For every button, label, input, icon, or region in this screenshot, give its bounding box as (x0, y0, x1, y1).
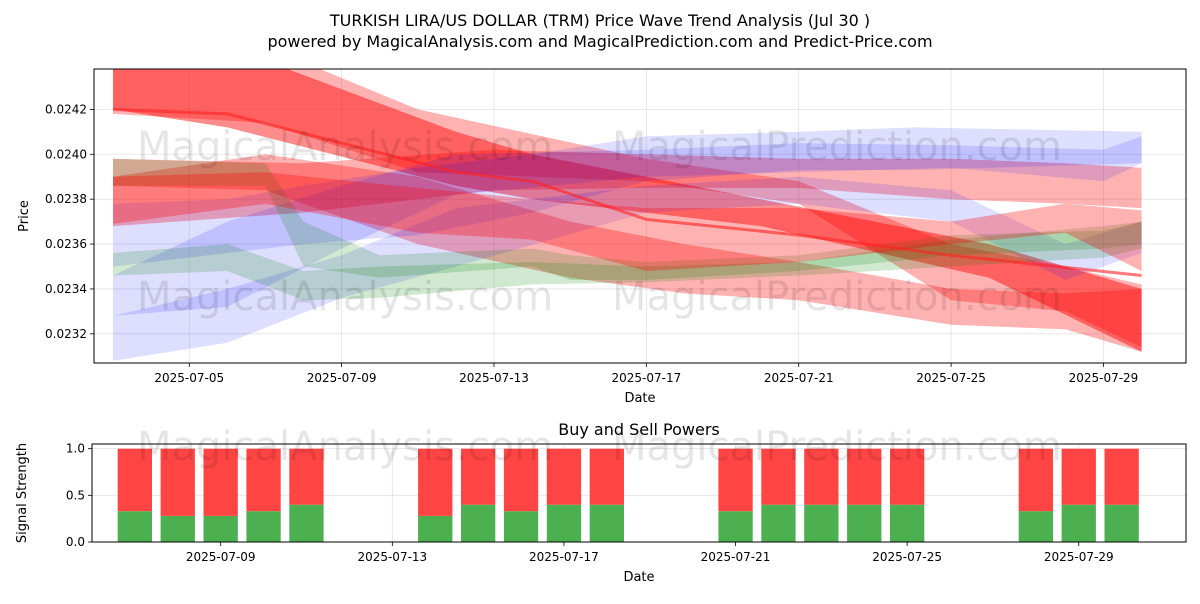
price-x-tick-label: 2025-07-29 (1069, 371, 1139, 385)
sell-bar (461, 448, 496, 505)
sell-bar (761, 448, 796, 505)
price-plot-area (112, 69, 1142, 361)
price-grid (94, 69, 1186, 363)
signal-plot-area (117, 448, 1139, 542)
chart-title: TURKISH LIRA/US DOLLAR (TRM) Price Wave … (329, 11, 870, 30)
sell-bar (890, 448, 925, 505)
watermark-text: MagicalAnalysis.com (137, 424, 553, 470)
sell-bar (503, 448, 539, 512)
signal-axes-frame (91, 443, 1187, 543)
sell-bar (804, 448, 839, 505)
buy-bar (461, 504, 496, 542)
watermark-text: MagicalPrediction.com (612, 124, 1062, 170)
buy-bar (718, 511, 753, 542)
trend-line (112, 107, 1142, 277)
price-x-tick-label: 2025-07-05 (154, 371, 224, 385)
wave-band (113, 154, 1142, 352)
watermark-text: MagicalPrediction.com (612, 274, 1062, 320)
signal-x-axis-label: Date (623, 570, 654, 585)
sell-bar (1104, 448, 1139, 505)
sell-bar (1061, 448, 1096, 505)
signal-x-tick-label: 2025-07-09 (186, 550, 256, 564)
buy-bar (418, 515, 453, 542)
price-axes-frame (93, 68, 1187, 364)
price-chart: MagicalAnalysis.com MagicalPrediction.com… (17, 68, 1187, 406)
buy-bar (160, 515, 195, 542)
price-x-axis-label: Date (624, 391, 655, 406)
sell-bar (718, 448, 753, 512)
signal-x-tick-label: 2025-07-25 (872, 550, 942, 564)
sell-bar (246, 448, 281, 512)
signal-x-tick-label: 2025-07-29 (1044, 550, 1114, 564)
wave-band (113, 149, 1142, 227)
signal-x-tick-label: 2025-07-13 (357, 550, 427, 564)
buy-bar (117, 511, 152, 542)
sell-bar (160, 448, 195, 516)
price-x-tick-label: 2025-07-25 (916, 371, 986, 385)
sell-bar (847, 448, 882, 505)
buy-bar (246, 511, 281, 542)
signal-x-tick-label: 2025-07-17 (529, 550, 599, 564)
price-x-tick-label: 2025-07-13 (459, 371, 529, 385)
buy-bar (503, 511, 539, 542)
buy-bar (761, 504, 796, 542)
wave-band (113, 136, 1142, 316)
buy-bar (1018, 511, 1053, 542)
buy-bar (203, 515, 238, 542)
price-y-tick-label: 0.0242 (45, 102, 87, 116)
signal-y-tick-label: 1.0 (66, 442, 85, 456)
buy-bar (546, 504, 582, 542)
price-x-tick-label: 2025-07-21 (764, 371, 834, 385)
buy-bar (289, 504, 324, 542)
sell-bar (203, 448, 238, 516)
sell-bar (546, 448, 582, 505)
price-y-tick-label: 0.0232 (45, 327, 87, 341)
signal-y-tick-label: 0.0 (66, 535, 85, 549)
wave-band (113, 69, 1142, 348)
sell-bar (589, 448, 624, 505)
wave-band (113, 69, 1142, 352)
sell-bar (289, 448, 324, 505)
buy-bar (847, 504, 882, 542)
watermark-text: MagicalAnalysis.com (137, 274, 553, 320)
sell-bar (117, 448, 152, 512)
buy-bar (589, 504, 624, 542)
price-y-tick-label: 0.0234 (45, 282, 87, 296)
buy-bar (804, 504, 839, 542)
price-x-tick-label: 2025-07-17 (611, 371, 681, 385)
price-y-tick-label: 0.0240 (45, 147, 87, 161)
signal-chart: Buy and Sell Powers MagicalAnalysis.com Ma… (15, 420, 1187, 585)
price-x-tick-label: 2025-07-09 (307, 371, 377, 385)
price-y-axis-label: Price (17, 200, 32, 232)
sell-bar (418, 448, 453, 516)
price-y-tick-label: 0.0236 (45, 237, 87, 251)
signal-chart-title: Buy and Sell Powers (558, 420, 720, 439)
watermark-text: MagicalAnalysis.com (137, 124, 553, 170)
chart-subtitle: powered by MagicalAnalysis.com and Magic… (267, 32, 932, 51)
buy-bar (890, 504, 925, 542)
buy-bar (1061, 504, 1096, 542)
signal-y-tick-label: 0.5 (66, 488, 85, 502)
wave-band (113, 127, 1142, 267)
buy-bar (1104, 504, 1139, 542)
wave-band (113, 158, 1142, 280)
price-y-tick-label: 0.0238 (45, 192, 87, 206)
signal-x-tick-label: 2025-07-21 (701, 550, 771, 564)
wave-band (113, 221, 1142, 301)
sell-bar (1018, 448, 1053, 512)
signal-y-axis-label: Signal Strength (15, 443, 30, 543)
watermark-text: MagicalPrediction.com (612, 424, 1062, 470)
